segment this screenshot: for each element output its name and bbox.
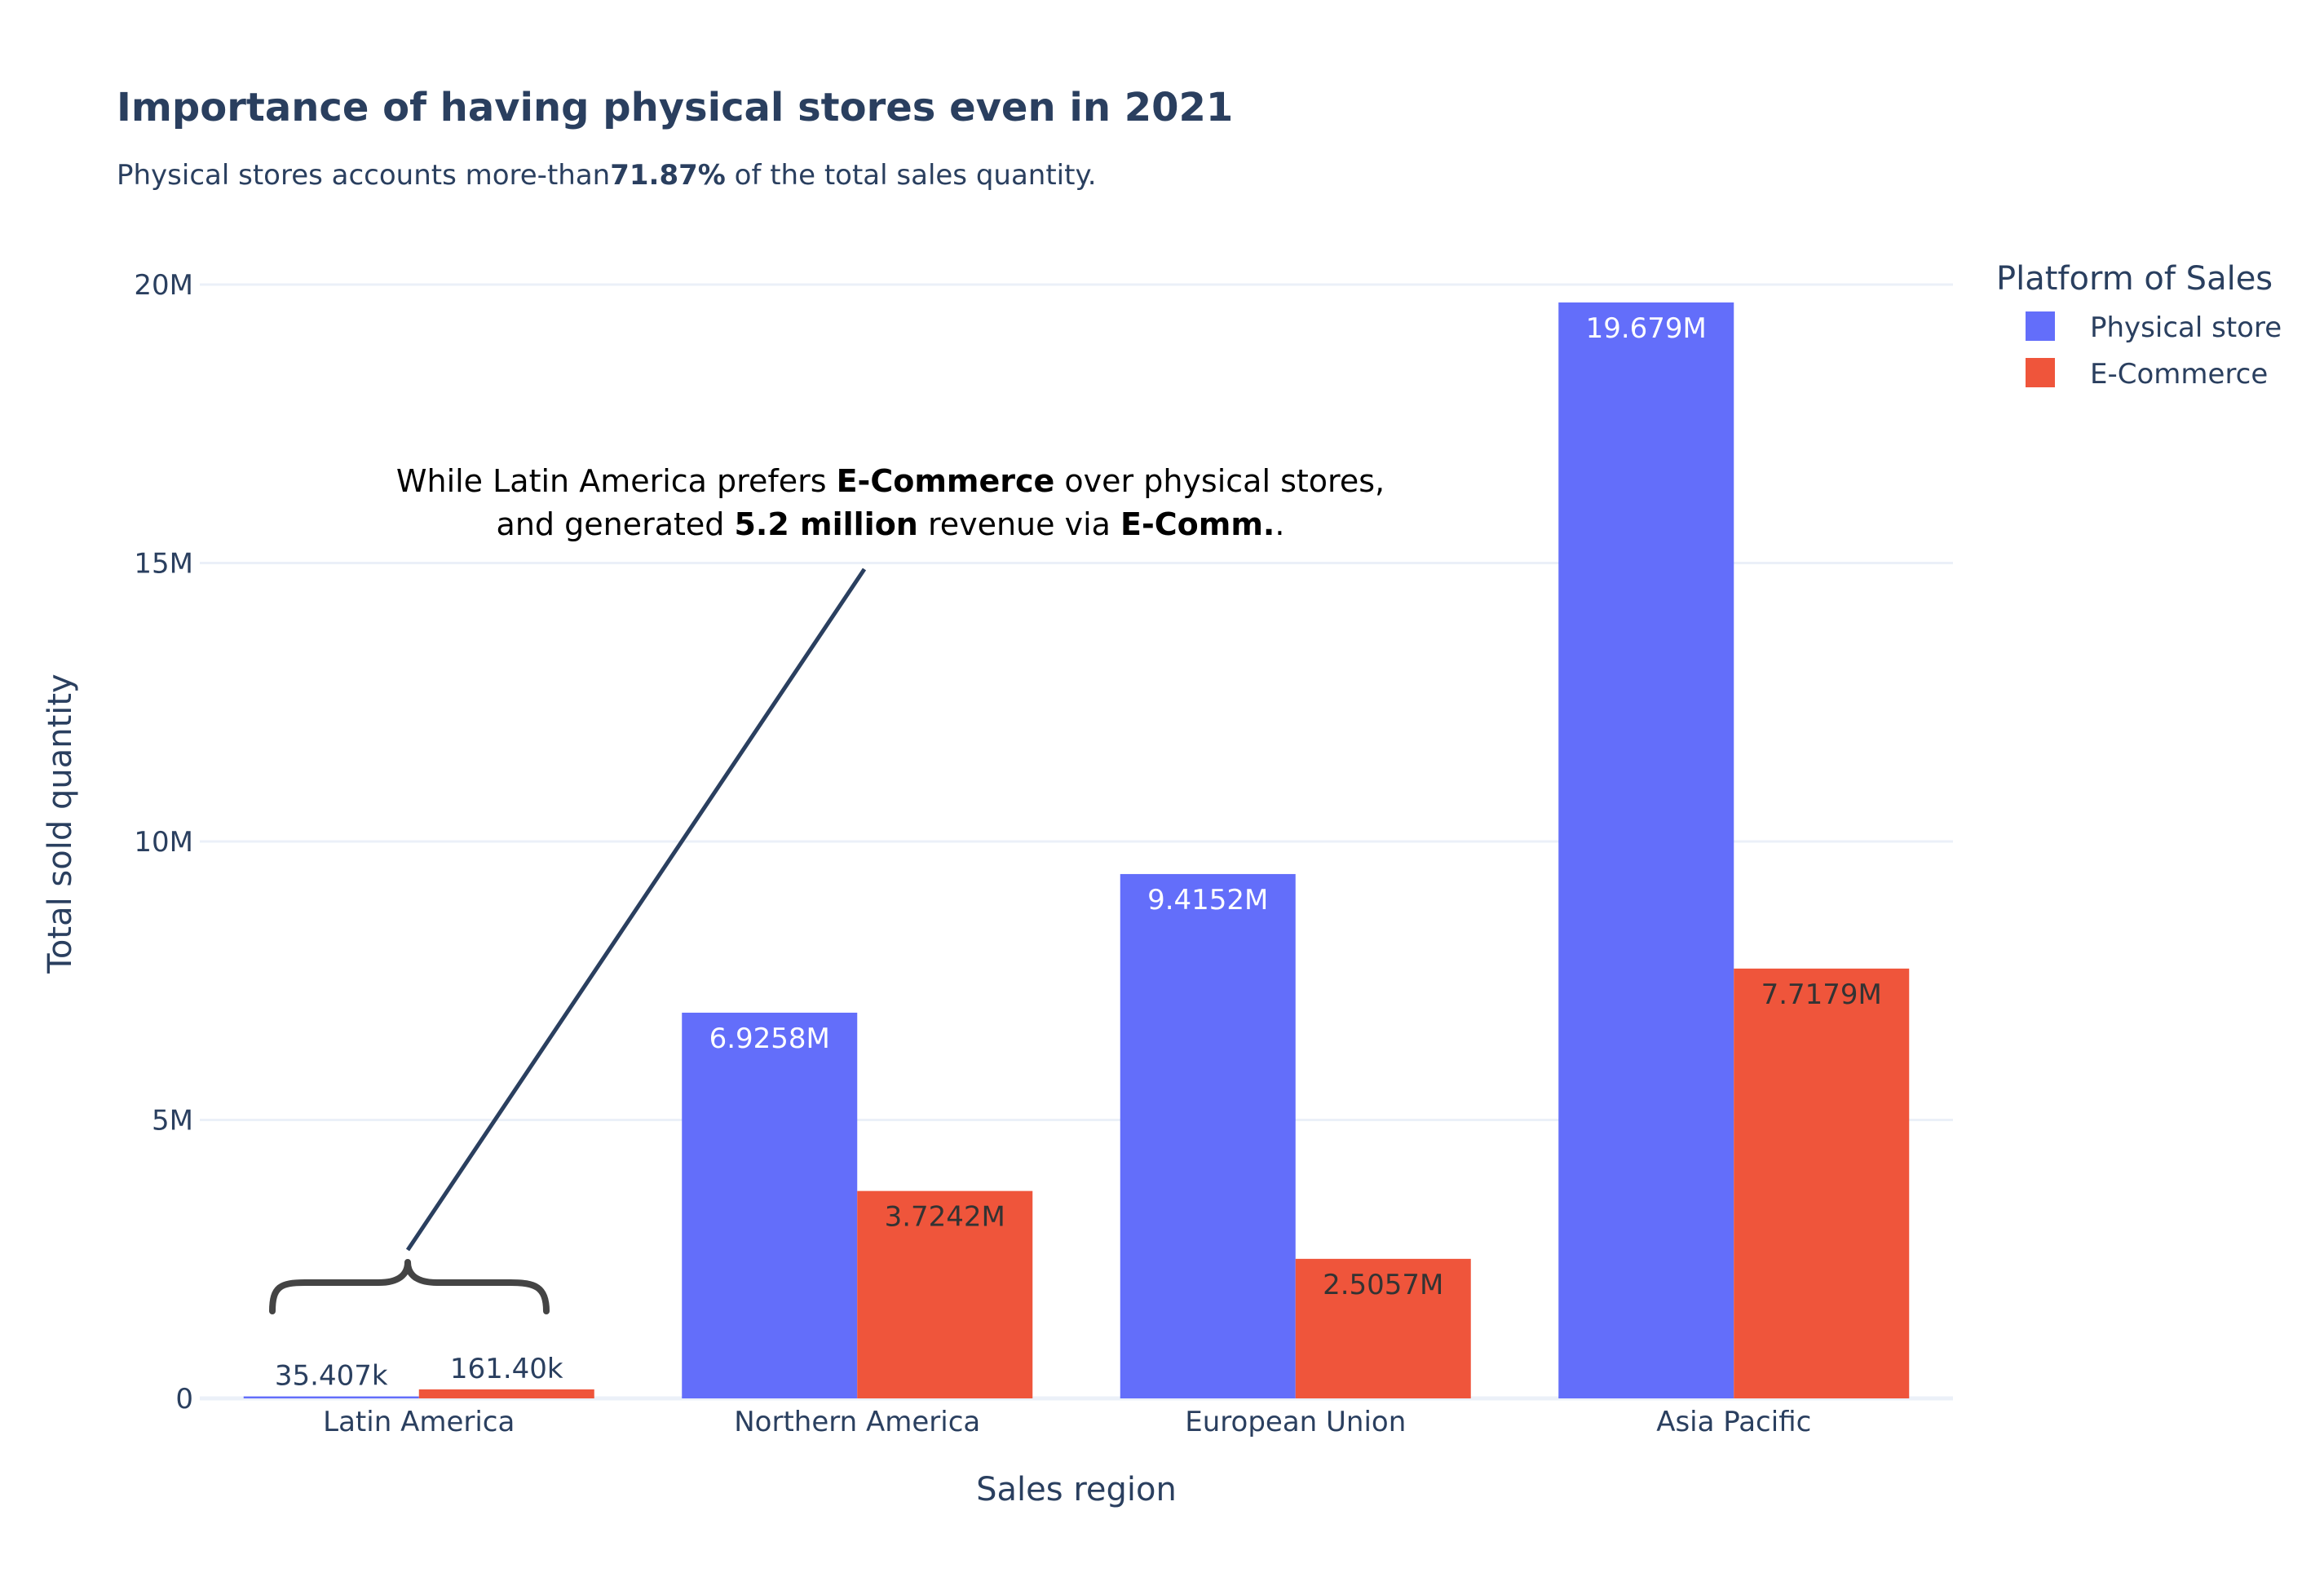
legend: Platform of Sales Physical store E-Comme…: [1996, 260, 2282, 391]
data-label: 161.40k: [450, 1353, 563, 1385]
y-tick-label: 0: [175, 1383, 193, 1416]
legend-label-physical-store: Physical store: [2090, 311, 2282, 344]
data-label: 3.7242M: [885, 1201, 1005, 1234]
annotation-l2-a: and generated: [497, 506, 735, 542]
chart-subtitle: Physical stores accounts more-than71.87%…: [117, 159, 1097, 192]
legend-item-e-commerce[interactable]: E-Commerce: [2026, 358, 2268, 391]
legend-swatch-physical-store: [2026, 311, 2055, 341]
x-tick-labels: Latin America Northern America European Un…: [323, 1406, 1811, 1438]
subtitle-percent: 71.87%: [610, 159, 726, 192]
x-tick-label: Latin America: [323, 1406, 515, 1438]
annotation-l2-d: E-Comm.: [1120, 506, 1275, 542]
legend-title: Platform of Sales: [1996, 260, 2273, 298]
y-tick-label: 10M: [134, 826, 193, 859]
annotation-l1-b: E-Commerce: [837, 463, 1055, 499]
annotation-line-2: and generated 5.2 million revenue via E-…: [497, 506, 1285, 542]
annotation-l2-e: .: [1275, 506, 1284, 542]
bar[interactable]: [1558, 302, 1734, 1398]
legend-swatch-e-commerce: [2026, 358, 2055, 387]
legend-item-physical-store[interactable]: Physical store: [2026, 311, 2282, 344]
subtitle-text-after: of the total sales quantity.: [726, 159, 1097, 192]
y-tick-labels: 0 5M 10M 15M 20M: [134, 269, 193, 1416]
annotation: While Latin America prefers E-Commerce o…: [269, 463, 1385, 1314]
data-label: 2.5057M: [1323, 1269, 1443, 1301]
bars: [243, 302, 1910, 1398]
bar[interactable]: [682, 1012, 858, 1398]
annotation-brace: [269, 1259, 550, 1314]
data-labels: 35.407k 161.40k 6.9258M 3.7242M 9.4152M 2.505…: [275, 312, 1882, 1393]
legend-label-e-commerce: E-Commerce: [2090, 358, 2268, 391]
annotation-arrow-line: [405, 568, 867, 1252]
bar[interactable]: [418, 1389, 594, 1398]
data-label: 9.4152M: [1147, 884, 1268, 916]
data-label: 7.7179M: [1761, 978, 1882, 1011]
y-tick-label: 20M: [134, 269, 193, 302]
chart-title: Importance of having physical stores eve…: [117, 85, 1233, 130]
annotation-l1-c: over physical stores,: [1054, 463, 1385, 499]
annotation-line-1: While Latin America prefers E-Commerce o…: [396, 463, 1385, 499]
y-tick-label: 15M: [134, 548, 193, 581]
x-tick-label: European Union: [1185, 1406, 1406, 1438]
annotation-l2-c: revenue via: [918, 506, 1120, 542]
y-axis-title: Total sold quantity: [42, 674, 79, 974]
data-label: 35.407k: [275, 1360, 388, 1393]
x-axis-title: Sales region: [976, 1471, 1177, 1508]
data-label: 19.679M: [1586, 312, 1707, 345]
data-label: 6.9258M: [709, 1022, 830, 1055]
x-tick-label: Northern America: [734, 1406, 980, 1438]
bar[interactable]: [243, 1396, 419, 1398]
x-tick-label: Asia Pacific: [1656, 1406, 1811, 1438]
bar[interactable]: [1295, 1258, 1471, 1398]
annotation-l2-b: 5.2 million: [734, 506, 917, 542]
y-tick-label: 5M: [152, 1105, 193, 1137]
bar[interactable]: [1120, 873, 1296, 1398]
annotation-l1-a: While Latin America prefers: [396, 463, 837, 499]
subtitle-text-before: Physical stores accounts more-than: [117, 159, 610, 192]
bar[interactable]: [1734, 968, 1910, 1398]
bar[interactable]: [857, 1190, 1033, 1398]
